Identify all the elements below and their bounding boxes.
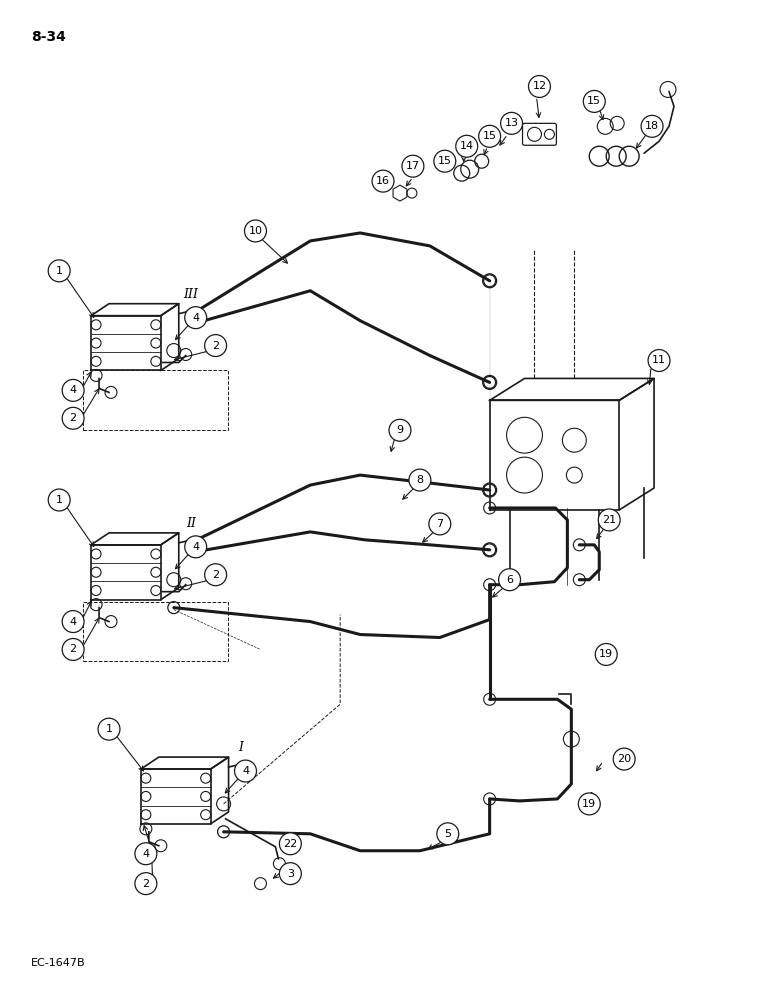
Circle shape bbox=[578, 793, 601, 815]
Text: EC-1647B: EC-1647B bbox=[31, 958, 86, 968]
Text: 2: 2 bbox=[212, 341, 219, 351]
Text: 1: 1 bbox=[55, 495, 62, 505]
Text: 4: 4 bbox=[192, 313, 199, 323]
Text: 2: 2 bbox=[142, 879, 150, 889]
Text: 4: 4 bbox=[69, 617, 76, 627]
Circle shape bbox=[48, 489, 70, 511]
Circle shape bbox=[62, 407, 84, 429]
Text: 6: 6 bbox=[506, 575, 513, 585]
Text: 4: 4 bbox=[242, 766, 249, 776]
Circle shape bbox=[402, 155, 424, 177]
Bar bbox=[83, 370, 228, 430]
Text: 15: 15 bbox=[483, 131, 497, 141]
Circle shape bbox=[648, 350, 670, 371]
Text: II: II bbox=[186, 517, 196, 530]
Text: 11: 11 bbox=[652, 355, 666, 365]
Text: 15: 15 bbox=[438, 156, 452, 166]
Circle shape bbox=[135, 873, 157, 895]
Text: 18: 18 bbox=[645, 121, 659, 131]
Circle shape bbox=[389, 419, 411, 441]
Text: 2: 2 bbox=[212, 570, 219, 580]
Circle shape bbox=[279, 833, 301, 855]
Circle shape bbox=[204, 335, 226, 357]
Text: III: III bbox=[183, 288, 198, 301]
Text: 16: 16 bbox=[376, 176, 390, 186]
Text: 10: 10 bbox=[249, 226, 263, 236]
Circle shape bbox=[62, 379, 84, 401]
Circle shape bbox=[598, 509, 620, 531]
Circle shape bbox=[185, 307, 207, 329]
Circle shape bbox=[372, 170, 394, 192]
Circle shape bbox=[613, 748, 635, 770]
Circle shape bbox=[235, 760, 257, 782]
Circle shape bbox=[595, 643, 617, 665]
Circle shape bbox=[62, 611, 84, 633]
Text: 8-34: 8-34 bbox=[31, 30, 66, 44]
Circle shape bbox=[501, 112, 523, 134]
Text: 4: 4 bbox=[69, 385, 76, 395]
Text: 7: 7 bbox=[436, 519, 443, 529]
Circle shape bbox=[48, 260, 70, 282]
Text: 8: 8 bbox=[417, 475, 424, 485]
Circle shape bbox=[529, 76, 551, 97]
Text: 13: 13 bbox=[505, 118, 519, 128]
Text: 17: 17 bbox=[406, 161, 420, 171]
Text: 3: 3 bbox=[287, 869, 294, 879]
Text: 4: 4 bbox=[142, 849, 150, 859]
Text: 1: 1 bbox=[55, 266, 62, 276]
Text: 5: 5 bbox=[445, 829, 452, 839]
Text: 4: 4 bbox=[192, 542, 199, 552]
Circle shape bbox=[409, 469, 431, 491]
Circle shape bbox=[185, 536, 207, 558]
Text: 20: 20 bbox=[617, 754, 631, 764]
Circle shape bbox=[204, 564, 226, 586]
Text: 22: 22 bbox=[283, 839, 297, 849]
Text: 9: 9 bbox=[396, 425, 403, 435]
Circle shape bbox=[135, 843, 157, 865]
Text: 19: 19 bbox=[599, 649, 613, 659]
Text: 2: 2 bbox=[69, 644, 76, 654]
Text: 14: 14 bbox=[459, 141, 473, 151]
Circle shape bbox=[498, 569, 520, 591]
Circle shape bbox=[62, 639, 84, 660]
Circle shape bbox=[479, 125, 501, 147]
Circle shape bbox=[279, 863, 301, 885]
Circle shape bbox=[641, 115, 663, 137]
Text: 12: 12 bbox=[533, 81, 547, 91]
Circle shape bbox=[456, 135, 477, 157]
Text: 1: 1 bbox=[105, 724, 112, 734]
Text: 15: 15 bbox=[587, 96, 601, 106]
Circle shape bbox=[583, 90, 605, 112]
Text: I: I bbox=[238, 741, 243, 754]
Circle shape bbox=[98, 718, 120, 740]
Text: 21: 21 bbox=[602, 515, 616, 525]
Bar bbox=[83, 602, 228, 661]
Circle shape bbox=[437, 823, 459, 845]
Circle shape bbox=[434, 150, 456, 172]
Circle shape bbox=[429, 513, 451, 535]
Text: 2: 2 bbox=[69, 413, 76, 423]
Text: 19: 19 bbox=[582, 799, 597, 809]
Circle shape bbox=[244, 220, 267, 242]
